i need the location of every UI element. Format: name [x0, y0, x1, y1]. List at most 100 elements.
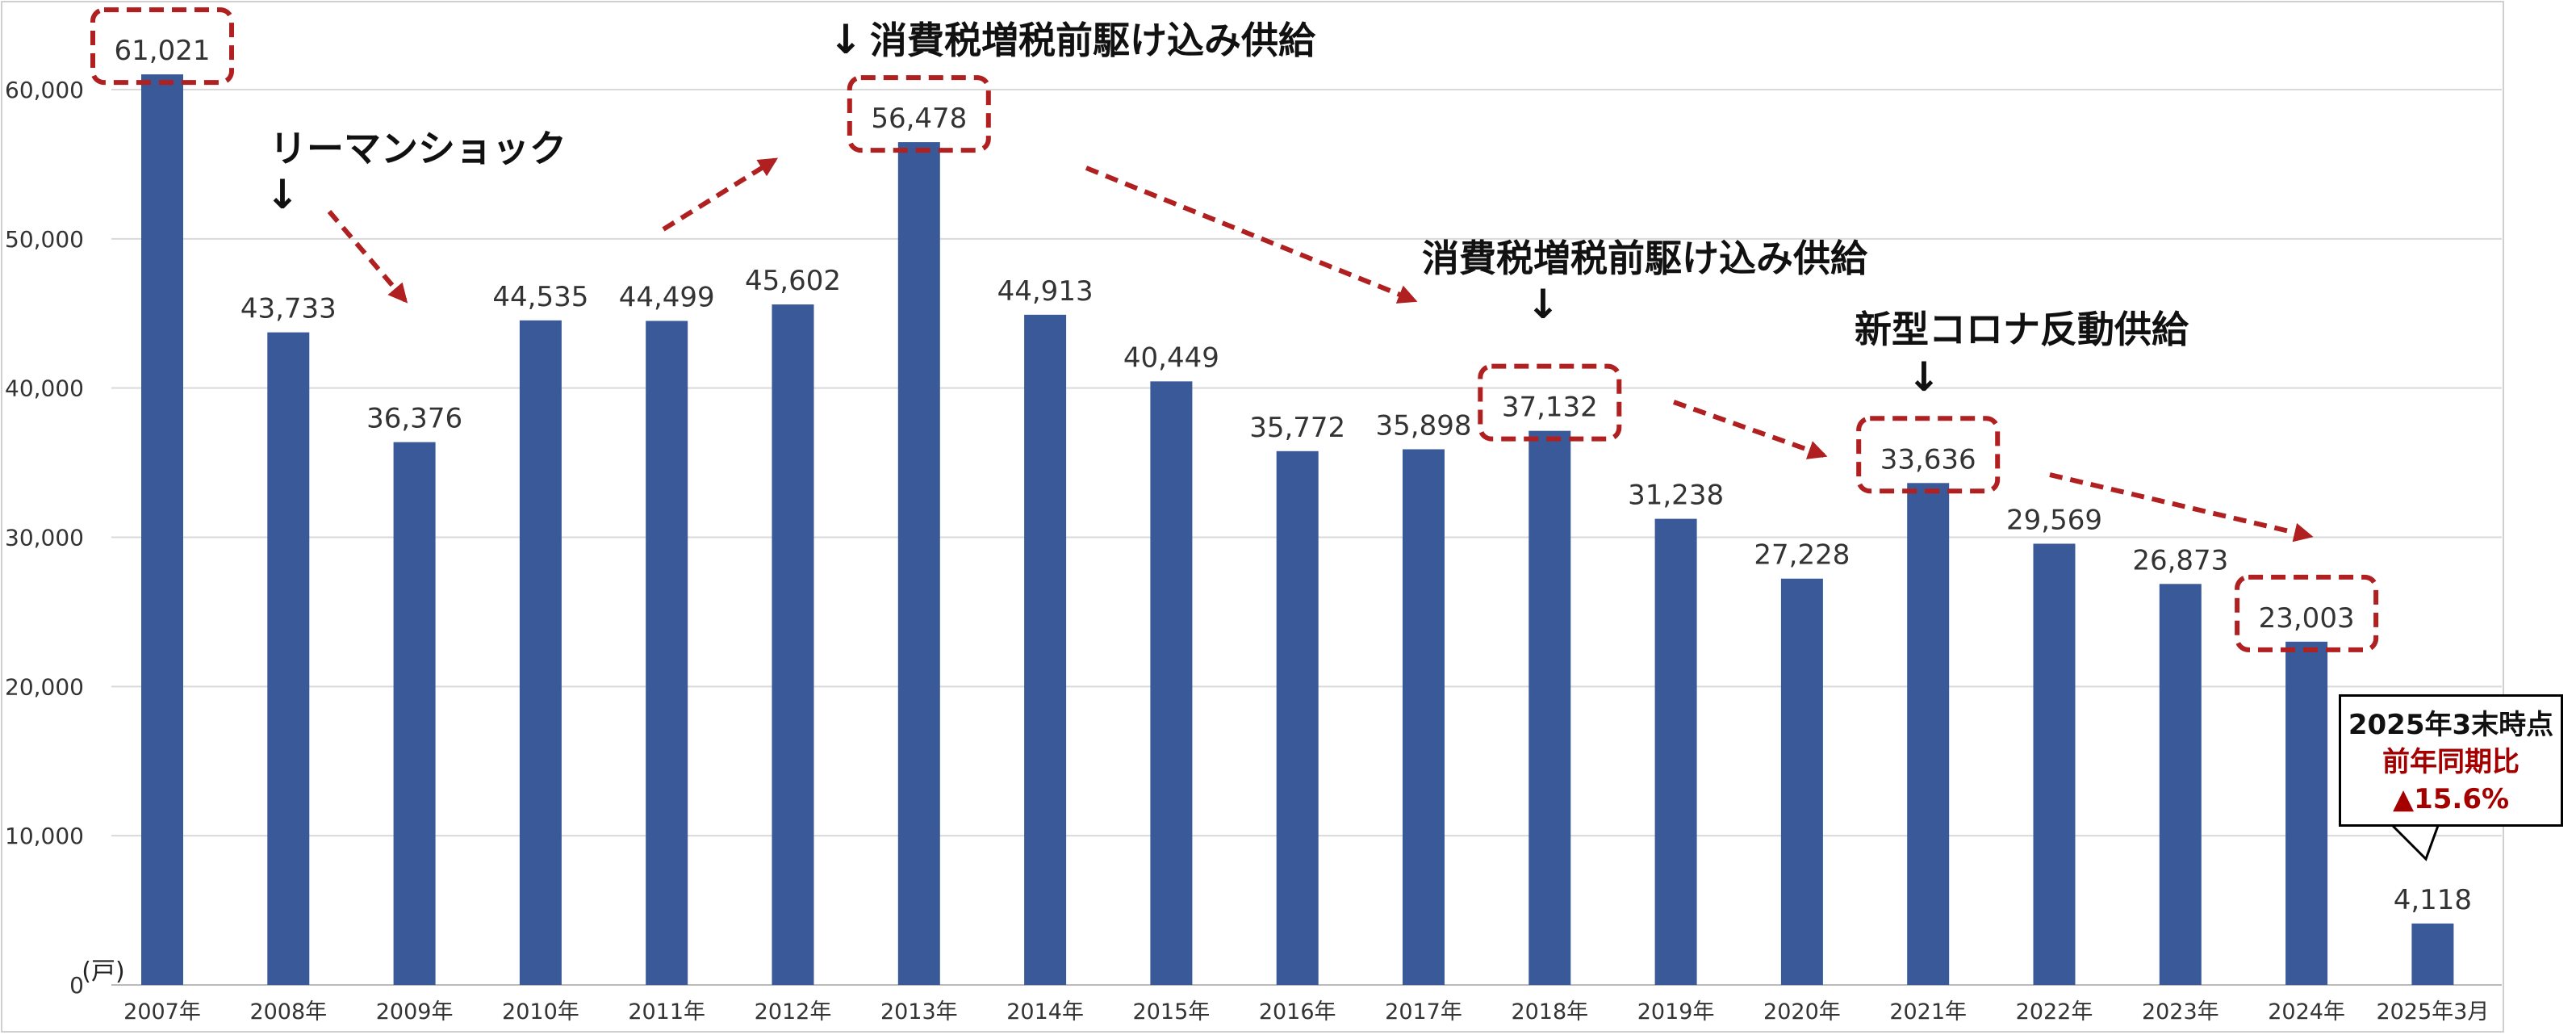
highlight-box — [90, 7, 234, 86]
bar — [772, 304, 814, 985]
data-label: 33,636 — [1880, 443, 1976, 476]
annotation-tax-2013-text: 消費税増税前駆け込み供給 — [870, 19, 1316, 62]
x-tick-label: 2024年 — [2268, 999, 2345, 1025]
data-label: 44,535 — [492, 281, 588, 313]
annotation-covid-text: 新型コロナ反動供給 — [1855, 308, 2189, 351]
bar — [2033, 543, 2076, 985]
data-label: 43,733 — [240, 293, 337, 325]
trend-arrows — [327, 157, 2314, 543]
data-label: 45,602 — [745, 265, 841, 297]
bar — [646, 321, 688, 986]
x-tick-label: 2017年 — [1385, 999, 1462, 1025]
bar — [1907, 483, 1950, 985]
x-tick-label: 2023年 — [2142, 999, 2219, 1025]
data-label: 4,118 — [2394, 884, 2472, 916]
bar — [1654, 518, 1697, 985]
annotation-tax-2018-arrow: ↓ — [1526, 281, 1560, 328]
bar — [2159, 584, 2202, 985]
trend-arrow-2019-2020 — [1672, 400, 1828, 459]
bars — [141, 74, 2454, 986]
x-tick-label: 2013年 — [880, 999, 958, 1025]
x-tick-label: 2010年 — [502, 999, 579, 1025]
x-tick-label: 2009年 — [376, 999, 454, 1025]
bar — [1024, 314, 1067, 986]
data-labels: 61,021 43,733 36,376 44,535 44,499 45,602 56,4… — [115, 35, 2473, 916]
x-tick-label: 2020年 — [1763, 999, 1841, 1025]
highlight-box — [847, 75, 991, 153]
bar — [519, 320, 562, 986]
data-label: 61,021 — [115, 35, 211, 67]
x-tick-label: 2018年 — [1511, 999, 1588, 1025]
y-axis-unit-label: (戸) — [82, 957, 124, 986]
trend-arrow-2014-2017 — [1085, 166, 1418, 304]
x-tick-label: 2021年 — [1889, 999, 1967, 1025]
bar — [1276, 450, 1319, 985]
y-tick-label: 40,000 — [5, 375, 84, 402]
bar — [2411, 923, 2454, 985]
data-label: 56,478 — [871, 103, 967, 135]
x-tick-label: 2012年 — [755, 999, 832, 1025]
x-tick-label: 2019年 — [1637, 999, 1715, 1025]
bar — [897, 142, 940, 986]
data-label: 36,376 — [366, 403, 462, 435]
x-tick-label: 2025年3月 — [2376, 999, 2489, 1025]
y-tick-label: 30,000 — [5, 525, 84, 551]
y-tick-label: 0 — [69, 972, 84, 999]
data-label: 44,499 — [619, 282, 715, 314]
x-tick-label: 2011年 — [628, 999, 705, 1025]
data-label: 37,132 — [1502, 392, 1598, 424]
annotation-covid: 新型コロナ反動供給 ↓ — [1855, 308, 2189, 400]
x-tick-label: 2016年 — [1259, 999, 1336, 1025]
trend-arrow-2022-2023 — [2049, 472, 2314, 543]
annotation-tax-2013: ↓ 消費税増税前駆け込み供給 — [829, 16, 1316, 63]
x-tick-label: 2014年 — [1006, 999, 1084, 1025]
data-label: 44,913 — [997, 275, 1094, 308]
data-label: 26,873 — [2132, 544, 2228, 576]
trend-arrow-2008-2009 — [327, 210, 408, 304]
trend-arrow-2011-2012 — [662, 157, 779, 232]
highlight-boxes — [90, 7, 2379, 652]
x-tick-label: 2022年 — [2016, 999, 2093, 1025]
data-label: 35,898 — [1376, 409, 1472, 442]
x-axis-tick-labels: 2007年 2008年 2009年 2010年 2011年 2012年 2013年 2014年… — [123, 999, 2489, 1025]
annotation-lehman-text: リーマンショック — [270, 127, 567, 170]
annotation-tax-2018: 消費税増税前駆け込み供給 ↓ — [1422, 237, 1868, 328]
highlight-box — [1478, 363, 1622, 442]
data-label: 27,228 — [1754, 539, 1850, 572]
bar — [141, 74, 183, 985]
callout-yoy-value: ▲15.6% — [2392, 783, 2510, 815]
y-tick-label: 20,000 — [5, 673, 84, 700]
gridlines — [111, 89, 2502, 837]
annotation-covid-arrow: ↓ — [1907, 354, 1941, 400]
data-label: 35,772 — [1249, 412, 1345, 444]
callout-pointer — [2389, 822, 2440, 861]
annotation-tax-2013-arrow: ↓ — [829, 16, 863, 63]
annotation-lehman-arrow: ↓ — [266, 171, 299, 218]
data-label: 31,238 — [1628, 480, 1724, 512]
callout-date: 2025年3末時点 — [2348, 709, 2554, 741]
y-tick-label: 60,000 — [5, 77, 84, 103]
highlight-box — [1856, 416, 2001, 494]
annotation-tax-2018-text: 消費税増税前駆け込み供給 — [1422, 237, 1868, 280]
y-tick-label: 50,000 — [5, 226, 84, 253]
x-tick-label: 2007年 — [123, 999, 201, 1025]
y-axis-tick-labels: 0 10,000 20,000 30,000 40,000 50,000 60,000 — [5, 77, 84, 999]
data-label: 23,003 — [2259, 602, 2355, 635]
x-tick-label: 2008年 — [249, 999, 327, 1025]
annotation-lehman: リーマンショック ↓ — [266, 127, 567, 218]
ytd-callout: 2025年3末時点 前年同期比 ▲15.6% — [2339, 694, 2563, 827]
highlight-box — [2235, 574, 2379, 652]
x-tick-label: 2015年 — [1133, 999, 1211, 1025]
bar — [1403, 449, 1445, 985]
bar — [393, 442, 436, 985]
bar — [1528, 430, 1571, 985]
bar — [1150, 381, 1193, 985]
bar — [2285, 641, 2328, 985]
callout-yoy-label: 前年同期比 — [2382, 746, 2520, 778]
bar — [267, 332, 310, 985]
bar — [1780, 578, 1823, 985]
chart-border — [1, 1, 2504, 1033]
y-tick-label: 10,000 — [5, 823, 84, 849]
data-label: 29,569 — [2006, 504, 2102, 536]
